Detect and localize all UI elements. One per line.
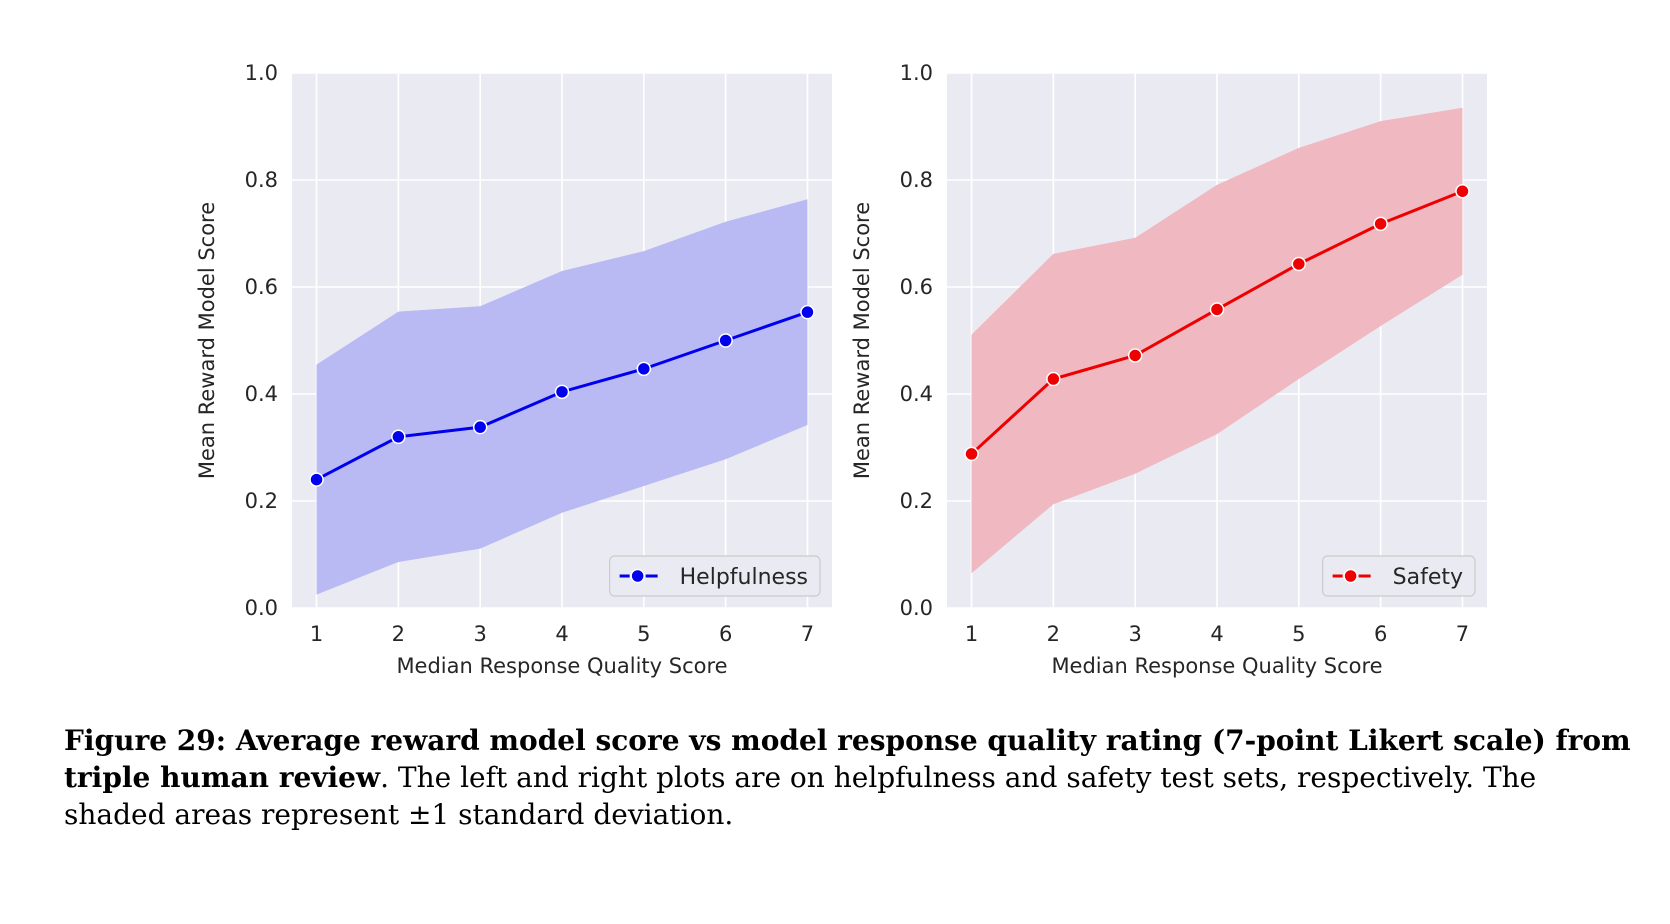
x-tick-label: 4 xyxy=(1210,622,1223,646)
data-point xyxy=(800,304,815,320)
data-point xyxy=(964,446,979,462)
legend: Helpfulness xyxy=(609,555,821,597)
caption-title: Figure 29: Average reward model score vs… xyxy=(64,724,1631,794)
y-tick-label: 1.0 xyxy=(245,61,278,85)
safety-panel: 0.0 0.2 0.4 0.6 0.8 1.0 1 2 3 4 5 6 7 Median Response… xyxy=(850,61,1487,678)
legend-box xyxy=(1322,555,1476,597)
x-tick-label: 3 xyxy=(1128,622,1141,646)
y-tick-label: 0.0 xyxy=(900,596,933,620)
x-tick-label: 1 xyxy=(965,622,978,646)
y-tick-label: 1.0 xyxy=(900,61,933,85)
legend: Safety xyxy=(1322,555,1476,597)
legend-marker xyxy=(630,568,645,584)
y-tick-label: 0.6 xyxy=(245,275,278,299)
std-band xyxy=(971,107,1463,574)
data-point xyxy=(472,419,488,435)
x-tick-label: 1 xyxy=(310,622,323,646)
legend-label: Safety xyxy=(1393,565,1463,590)
x-axis-label: Median Response Quality Score xyxy=(1051,654,1382,678)
data-point xyxy=(1373,216,1388,232)
data-point xyxy=(309,472,324,487)
data-point xyxy=(1209,302,1225,317)
x-tick-label: 6 xyxy=(1374,622,1387,646)
legend-box xyxy=(609,555,821,597)
x-tick-label: 7 xyxy=(801,622,814,646)
y-tick-label: 0.0 xyxy=(245,596,278,620)
x-tick-label: 3 xyxy=(473,622,486,646)
y-tick-label: 0.2 xyxy=(245,489,278,513)
x-tick-label: 2 xyxy=(392,622,405,646)
x-tick-label: 7 xyxy=(1456,622,1469,646)
x-tick-label: 6 xyxy=(719,622,732,646)
x-axis-label: Median Response Quality Score xyxy=(396,654,727,678)
y-tick-label: 0.4 xyxy=(900,382,933,406)
data-point xyxy=(636,361,652,377)
y-tick-label: 0.4 xyxy=(245,382,278,406)
x-tick-label: 5 xyxy=(1292,622,1305,646)
data-point xyxy=(554,384,570,400)
data-point xyxy=(718,333,733,348)
data-point xyxy=(1127,348,1143,363)
legend-marker xyxy=(1343,568,1358,584)
y-tick-label: 0.6 xyxy=(900,275,933,299)
legend-label: Helpfulness xyxy=(680,565,808,590)
y-axis-label: Mean Reward Model Score xyxy=(195,202,219,479)
caption-text: . The left and right plots are on helpfu… xyxy=(64,761,1537,831)
y-tick-label: 0.2 xyxy=(900,489,933,513)
y-tick-label: 0.8 xyxy=(245,168,278,192)
data-point xyxy=(1046,371,1061,387)
data-point xyxy=(1291,256,1307,272)
y-tick-label: 0.8 xyxy=(900,168,933,192)
helpfulness-panel: 0.0 0.2 0.4 0.6 0.8 1.0 1 2 3 4 5 6 7 Median Response… xyxy=(195,61,832,678)
x-tick-label: 4 xyxy=(555,622,568,646)
data-point xyxy=(391,429,406,445)
data-point xyxy=(1455,183,1470,199)
y-axis-label: Mean Reward Model Score xyxy=(850,202,874,479)
figure-caption: Figure 29: Average reward model score vs… xyxy=(64,722,1644,833)
x-tick-label: 2 xyxy=(1047,622,1060,646)
x-tick-label: 5 xyxy=(637,622,650,646)
figure: 0.0 0.2 0.4 0.6 0.8 1.0 1 2 3 4 5 6 7 Median Response… xyxy=(195,61,1487,678)
